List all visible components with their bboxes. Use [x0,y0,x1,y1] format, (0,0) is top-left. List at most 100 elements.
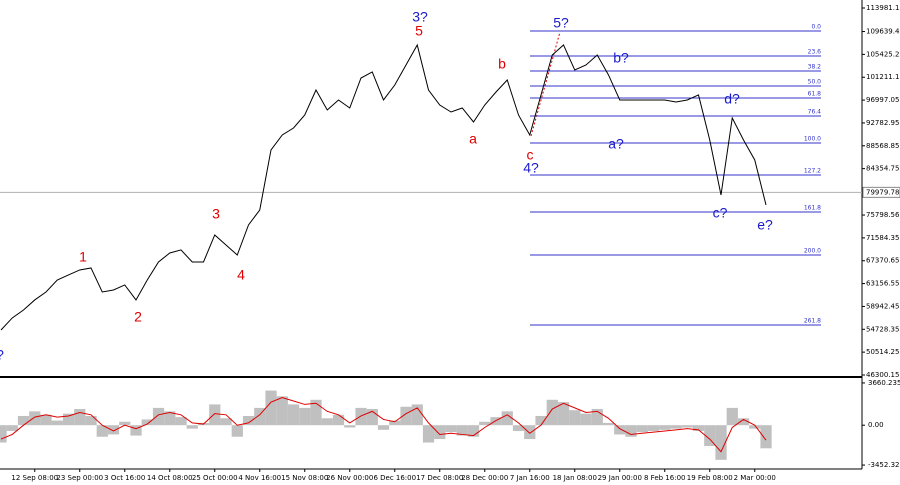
wave-label: e? [757,217,773,233]
wave-label: 4? [523,160,539,176]
wave-label: c? [713,205,728,221]
histogram-bar [355,407,367,426]
histogram-bar [614,425,626,435]
fib-label: 161.8 [804,204,821,211]
histogram-bar [670,425,682,429]
y-tick-label: 92782.95 [866,119,899,127]
x-tick-label: 18 Jan 08:00 [553,474,597,482]
histogram-bar [62,413,75,426]
x-tick-label: 15 Nov 08:00 [281,474,328,482]
histogram-bar [512,425,525,431]
wave-label: 5 [415,23,423,39]
histogram-bar [726,407,738,426]
signal-line [0,396,767,453]
histogram-bar [175,417,187,426]
x-tick-label: 12 Sep 08:00 [11,474,58,482]
histogram-bar [344,425,356,428]
histogram-bar [107,425,120,435]
fib-label: 61.8 [808,90,822,97]
histogram-bar [602,422,615,426]
histogram-bar [310,399,322,426]
y-tick-label: 63156.55 [866,280,899,288]
y-tick-label: 71584.35 [866,234,899,242]
y-tick-label: 50514.25 [866,348,899,356]
histogram-bar [220,418,232,426]
y-tick-label: 75798.56 [866,211,900,219]
histogram-bar [332,414,345,426]
x-tick-label: 6 Dec 16:00 [373,474,416,482]
price-line [0,43,767,331]
x-tick-label: 3 Oct 16:00 [104,474,145,482]
x-tick-label: 14 Oct 08:00 [147,474,193,482]
histogram-bar [524,425,536,440]
histogram-bar [389,420,401,426]
wave-label: 1 [79,249,87,265]
histogram-bar [40,414,52,426]
x-tick-label: 28 Dec 00:00 [461,474,508,482]
histogram-bar [96,425,108,437]
histogram-bar [467,425,480,437]
histogram-bar [366,409,378,426]
y-tick-label: 105425.25 [866,50,900,58]
histogram-bar [254,407,266,426]
y-tick-label: 58942.45 [866,302,899,310]
x-tick-label: 25 Oct 00:00 [192,474,238,482]
y-tick-label: 0.00 [868,421,884,429]
x-tick-label: 29 Jan 00:00 [598,474,642,482]
histogram-bar [119,421,131,426]
x-tick-label: 2 Mar 00:00 [734,474,776,482]
histogram-bar [580,413,592,426]
histogram-bar [141,419,153,426]
histogram-bar [490,417,502,426]
wave-label: 4 [237,267,245,283]
wave-label: a? [608,136,624,152]
y-tick-label: 88568.85 [866,142,899,150]
histogram-bar [74,409,86,426]
histogram-bar [625,425,637,437]
histogram-bar [591,409,603,426]
histogram-bar [17,415,30,426]
y-tick-label: 101211.15 [866,73,900,81]
histogram-bar [479,421,491,426]
x-tick-label: 8 Feb 16:00 [644,474,685,482]
histogram-bar [681,425,693,428]
fib-label: 200.0 [804,247,821,254]
histogram-bar [186,425,198,429]
fib-label: 50.0 [808,78,822,85]
histogram-bar [51,420,63,426]
histogram-bar [434,425,446,440]
histogram-bar [29,411,41,426]
histogram-bar [535,415,547,426]
histogram-bar [422,425,435,443]
histogram-bar [715,425,727,460]
y-tick-label: 3660.235 [868,379,900,387]
fib-label: 76.4 [808,108,822,115]
y-tick-label: 84354.75 [866,165,899,173]
histogram-bar [6,425,18,431]
wave-label: d? [724,91,740,107]
wave-label: c [527,147,534,163]
histogram-bar [569,410,581,426]
histogram-bar [546,399,558,426]
y-tick-label: 96997.05 [866,96,899,104]
histogram-bar [501,411,513,426]
x-tick-label: 4 Nov 16:00 [238,474,281,482]
y-tick-label: 46300.15 [866,371,899,379]
histogram-bar [276,396,288,426]
histogram-bar [704,425,716,446]
histogram-bar [636,425,648,433]
histogram-bar [659,425,671,430]
fib-label: 127.2 [804,167,821,174]
x-tick-label: 17 Dec 08:00 [416,474,463,482]
wave-label: a [469,131,477,147]
histogram-bar [152,407,165,426]
histogram-bar [242,415,255,426]
wave-label: 5? [553,15,569,31]
fib-label: 38.2 [808,64,822,71]
x-tick-label: 23 Sep 00:00 [56,474,103,482]
histogram-bar [164,411,176,426]
y-tick-label: 113981.15 [866,4,900,12]
histogram-bar [85,415,97,426]
x-tick-label: 19 Feb 08:00 [687,474,733,482]
x-tick-label: 26 Nov 00:00 [326,474,373,482]
